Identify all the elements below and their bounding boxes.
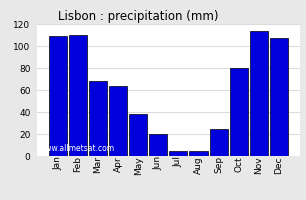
Bar [270, 38, 288, 156]
Bar [109, 86, 127, 156]
Bar [149, 134, 167, 156]
Bar [189, 151, 207, 156]
Bar [210, 129, 228, 156]
Bar [89, 81, 107, 156]
Bar [69, 35, 87, 156]
Bar [49, 36, 67, 156]
Bar [169, 151, 187, 156]
Bar [250, 31, 268, 156]
Text: www.allmetsat.com: www.allmetsat.com [39, 144, 114, 153]
Bar [230, 68, 248, 156]
Bar [129, 114, 147, 156]
Text: Lisbon : precipitation (mm): Lisbon : precipitation (mm) [58, 10, 218, 23]
